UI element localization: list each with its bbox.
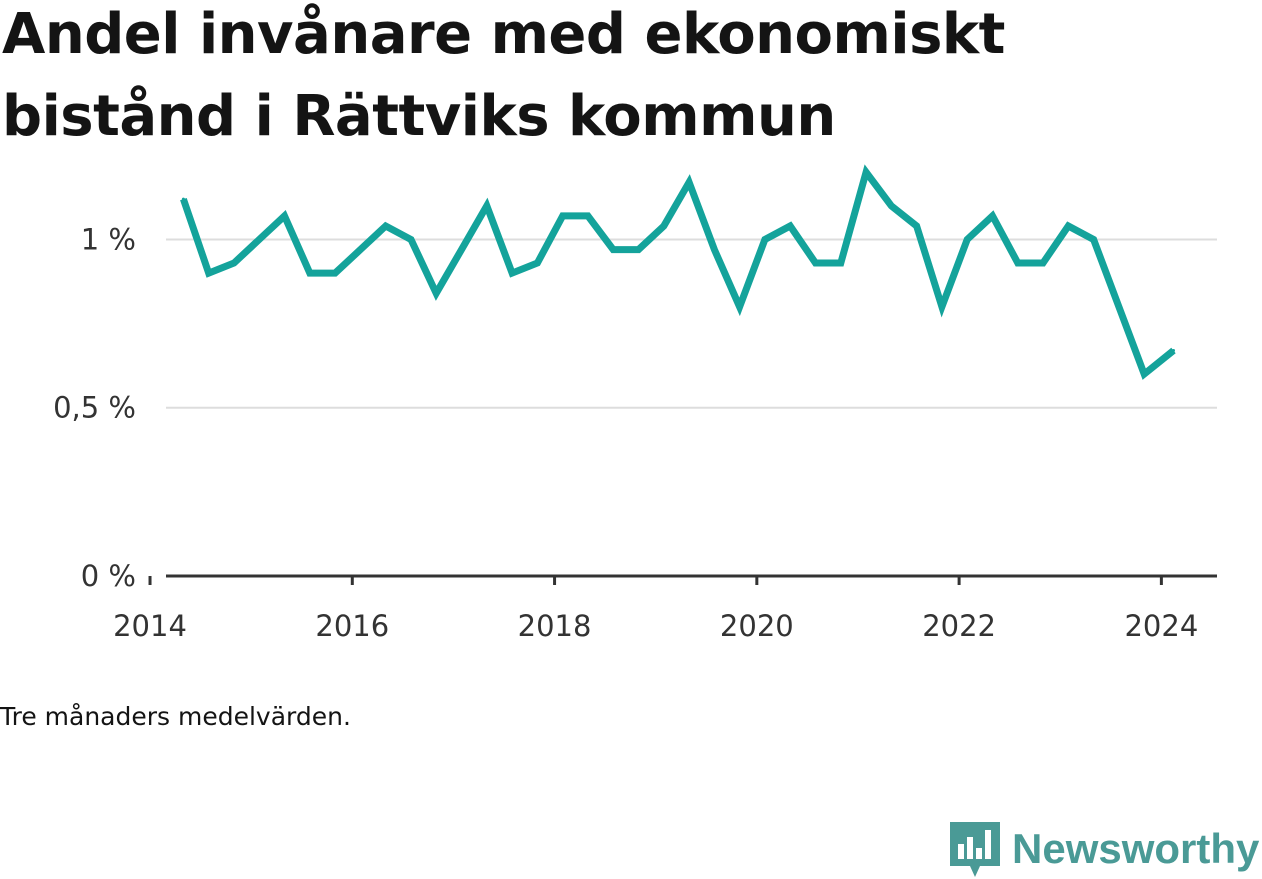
x-tick-label: 2018 [518,609,592,643]
data-point [763,237,767,241]
x-axis [148,574,1217,585]
data-point [1041,261,1045,265]
data-point [308,271,312,275]
brand-logo: Newsworthy [950,820,1259,878]
data-point [460,248,464,252]
x-tick-label: 2024 [1124,609,1198,643]
data-point [358,248,362,252]
data-point [662,224,666,228]
gridlines [166,238,1217,409]
data-point [1117,305,1121,309]
y-tick-label: 0 % [81,559,136,593]
data-point [1092,237,1096,241]
data-point [1172,349,1176,353]
y-tick-label: 0,5 % [53,391,136,425]
y-axis-labels: 0 % 0,5 % 1 % [53,222,136,593]
y-tick-label: 1 % [81,222,136,256]
x-tick-label: 2014 [113,609,187,643]
data-point [813,261,817,265]
data-point [990,214,994,218]
data-point [687,180,691,184]
data-point [1142,372,1146,376]
data-point [788,224,792,228]
data-point [257,237,261,241]
data-point [561,214,565,218]
data-point [434,291,438,295]
data-point [535,261,539,265]
data-point [586,214,590,218]
data-point [611,248,615,252]
chart-caption: Tre månaders medelvärden. [0,702,351,731]
x-tick-label: 2020 [720,609,794,643]
bar-chart-icon [950,822,1000,877]
data-point [839,261,843,265]
data-point [207,271,211,275]
x-tick-label: 2016 [315,609,389,643]
data-point [1066,224,1070,228]
data-point [889,204,893,208]
chart-title: Andel invånare med ekonomiskt bistånd i … [2,2,1005,149]
x-tick-label: 2022 [922,609,996,643]
data-point [712,248,716,252]
data-point [181,197,185,201]
brand-name: Newsworthy [1012,825,1260,872]
data-point [940,305,944,309]
data-point [283,214,287,218]
data-point [384,224,388,228]
series-line [180,164,1176,380]
data-point [409,237,413,241]
data-point [232,261,236,265]
data-point [485,204,489,208]
data-point [965,237,969,241]
data-point [915,224,919,228]
data-point [510,271,514,275]
data-point [333,271,337,275]
series-layer [180,164,1176,380]
data-point [637,248,641,252]
data-point [864,170,868,174]
x-axis-labels: 2014 2016 2018 2020 2022 2024 [113,609,1198,643]
data-point [738,305,742,309]
data-point [1016,261,1020,265]
